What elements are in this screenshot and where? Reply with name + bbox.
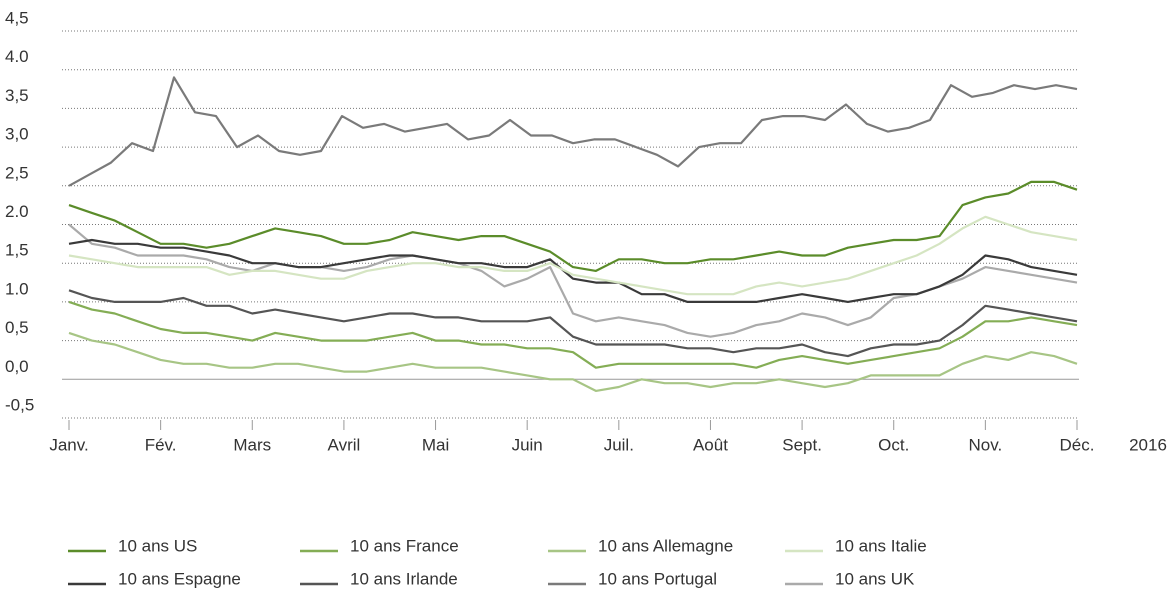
x-tick-label: Déc. [1060,435,1095,454]
y-tick-label: 2.0 [5,202,29,221]
series-line [68,331,1078,392]
x-tick-label: Mars [233,435,271,454]
y-tick-label: 1,5 [5,241,29,260]
x-tick-label: Août [693,435,728,454]
y-tick-label: 1.0 [5,279,29,298]
y-tick-label: 0,5 [5,318,29,337]
series-line [68,300,1078,369]
legend-label: 10 ans Allemagne [598,536,733,555]
y-tick-label: -0,5 [5,395,34,414]
x-tick-label: Janv. [49,435,88,454]
x-tick-label: Avril [328,435,361,454]
legend-label: 10 ans France [350,536,459,555]
x-tick-label: Juin [512,435,543,454]
legend-label: 10 ans US [118,536,197,555]
y-tick-label: 3,0 [5,125,29,144]
legend-label: 10 ans UK [835,569,915,588]
x-tick-label: Oct. [878,435,909,454]
x-tick-label: Juil. [604,435,634,454]
legend-label: 10 ans Italie [835,536,927,555]
y-tick-label: 4.0 [5,47,29,66]
x-tick-label: Fév. [145,435,177,454]
x-tick-label: Sept. [782,435,822,454]
series-line [68,215,1078,296]
series-line [68,238,1078,303]
series-line [68,76,1078,187]
legend-label: 10 ans Irlande [350,569,458,588]
y-tick-label: 2,5 [5,163,29,182]
year-label: 2016 [1129,435,1167,454]
x-tick-label: Nov. [969,435,1003,454]
series-line [68,180,1078,272]
legend-label: 10 ans Espagne [118,569,241,588]
y-tick-label: 3,5 [5,86,29,105]
legend-label: 10 ans Portugal [598,569,717,588]
y-tick-label: 0,0 [5,357,29,376]
x-tick-label: Mai [422,435,449,454]
series-line [68,223,1078,338]
series-line [68,289,1078,358]
y-tick-label: 4,5 [5,8,29,27]
